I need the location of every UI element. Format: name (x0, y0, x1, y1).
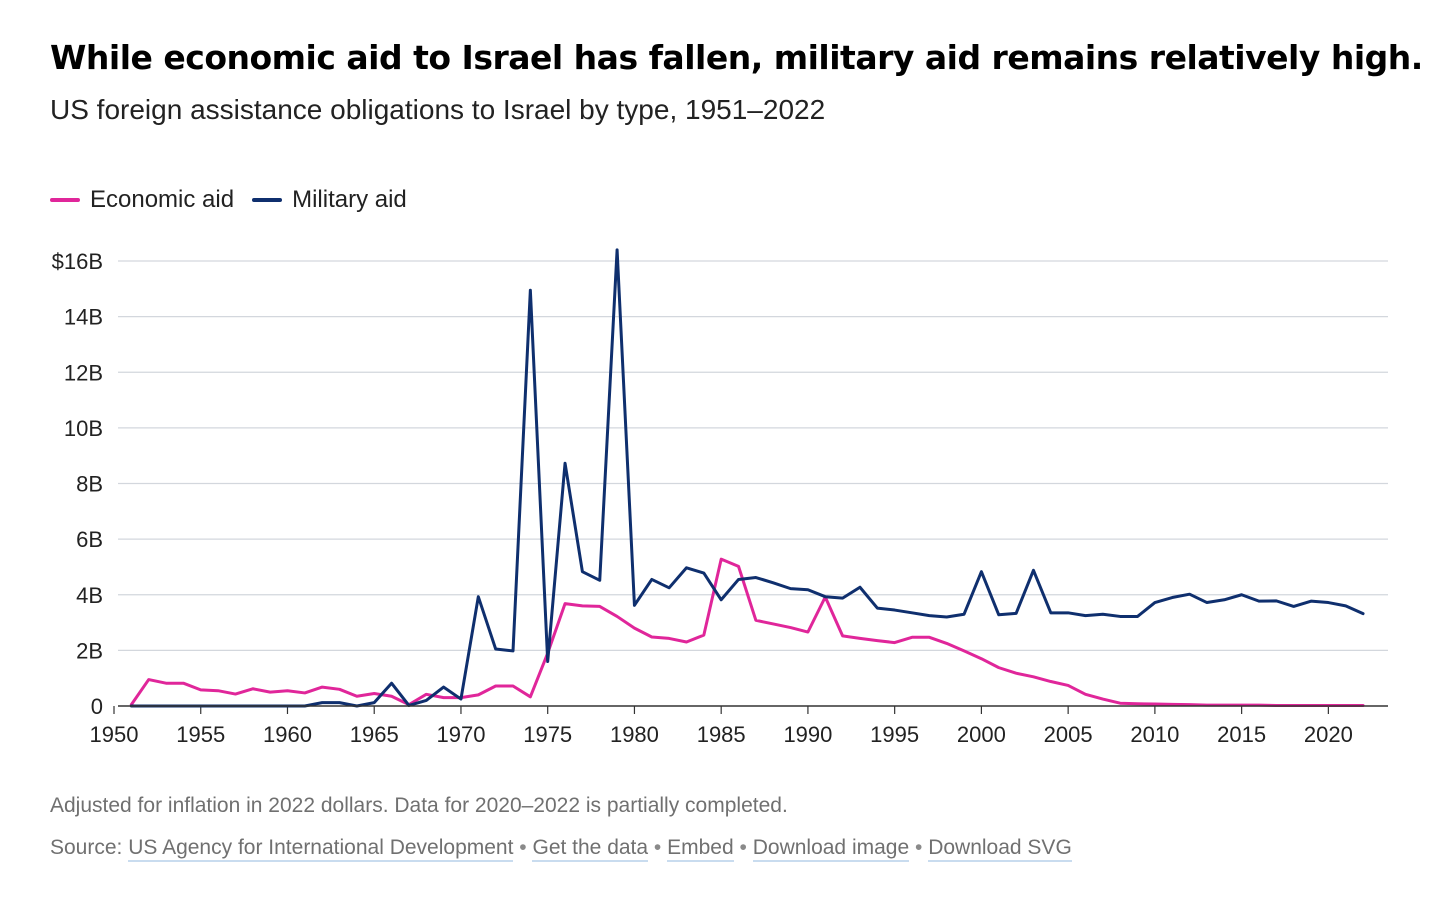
download-svg-link[interactable]: Download SVG (928, 836, 1072, 862)
embed-link[interactable]: Embed (667, 836, 734, 862)
x-tick-label: 2005 (1044, 722, 1093, 747)
separator: • (653, 836, 662, 859)
x-tick-label: 1950 (90, 722, 139, 747)
chart-subtitle: US foreign assistance obligations to Isr… (50, 94, 826, 125)
x-tick-label: 1985 (697, 722, 746, 747)
source-label: Source: (50, 836, 129, 859)
legend-swatch-military (252, 198, 283, 202)
footnote: Adjusted for inflation in 2022 dollars. … (50, 794, 788, 817)
x-tick-label: 1980 (610, 722, 659, 747)
y-tick-label: 2B (76, 638, 103, 663)
y-tick-label: $16B (52, 249, 103, 274)
chart-legend: Economic aid Military aid (50, 186, 425, 214)
y-tick-label: 12B (64, 360, 103, 385)
source-line: Source: US Agency for International Deve… (50, 836, 1072, 862)
get-data-link[interactable]: Get the data (532, 836, 649, 862)
x-axis-tick-labels: 1950 1955 1960 1965 1970 1975 1980 1985 1990 1995… (90, 722, 1353, 747)
x-tick-label: 2015 (1217, 722, 1266, 747)
legend-swatch-economic (50, 198, 80, 202)
y-tick-label: 14B (64, 305, 103, 330)
x-tick-label: 1995 (870, 722, 919, 747)
x-tick-label: 2020 (1304, 722, 1353, 747)
download-image-link[interactable]: Download image (752, 836, 910, 862)
x-tick-label: 1975 (523, 722, 572, 747)
y-tick-label: 0 (91, 694, 103, 719)
y-tick-label: 4B (76, 583, 103, 608)
series-lines (129, 248, 1365, 708)
x-tick-label: 2010 (1130, 722, 1179, 747)
chart-title: While economic aid to Israel has fallen,… (50, 38, 1423, 77)
legend-label-military: Military aid (292, 186, 407, 213)
separator: • (519, 836, 527, 859)
legend-item-economic: Economic aid (50, 186, 234, 214)
y-axis-tick-labels: 0 2B 4B 6B 8B 10B 12B 14B $16B (52, 249, 103, 719)
x-tick-label: 1955 (176, 722, 225, 747)
y-tick-label: 6B (76, 527, 103, 552)
x-tick-label: 2000 (957, 722, 1006, 747)
separator: • (915, 836, 923, 859)
economic-aid-line (129, 557, 1365, 707)
legend-item-military: Military aid (252, 186, 407, 214)
gridlines (118, 260, 1388, 651)
x-tick-label: 1965 (350, 722, 399, 747)
y-tick-label: 8B (76, 472, 103, 497)
y-tick-label: 10B (64, 416, 103, 441)
military-aid-line (129, 248, 1365, 708)
x-tick-label: 1970 (436, 722, 485, 747)
x-tick-label: 1990 (783, 722, 832, 747)
x-tick-label: 1960 (263, 722, 312, 747)
separator: • (739, 836, 747, 859)
legend-label-economic: Economic aid (90, 186, 235, 213)
source-link-usaid[interactable]: US Agency for International Development (128, 836, 514, 862)
